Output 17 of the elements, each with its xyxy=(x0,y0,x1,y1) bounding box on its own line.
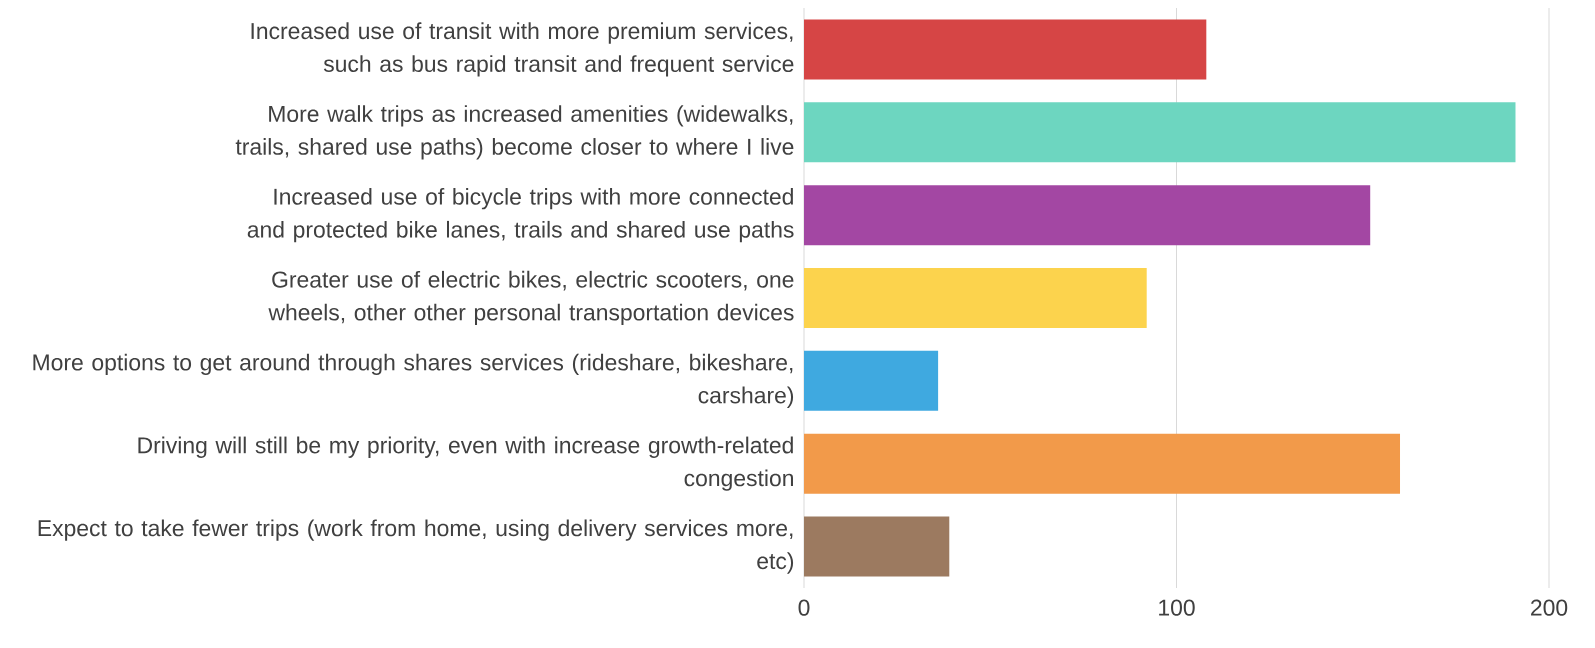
y-tick-label: Greater use of electric bikes, electric scooters, one wheels, other other personal transportation devices xyxy=(268,270,794,326)
bar xyxy=(804,185,1371,246)
x-tick-label: 0 xyxy=(798,599,810,616)
x-tick-label: 200 xyxy=(1531,599,1568,616)
y-tick-label: Increased use of bicycle trips with more connected and protected bike lanes, trails and shared use paths xyxy=(247,188,794,243)
x-tick-label: 100 xyxy=(1159,599,1195,616)
y-tick-label: Expect to take fewer trips (work from home, using delivery services more, etc) xyxy=(38,519,794,574)
bar xyxy=(804,102,1516,163)
bar xyxy=(804,433,1401,494)
bar xyxy=(804,19,1207,80)
y-tick-label: Increased use of transit with more premium services, such as bus rapid transit and frequent service xyxy=(251,22,794,77)
bar xyxy=(804,350,939,411)
y-tick-label: Driving will still be my priority, even with increase growth-related congestion xyxy=(138,436,793,491)
bar xyxy=(804,267,1147,328)
bar xyxy=(804,516,950,577)
y-tick-label: More options to get around through shares services (rideshare, bikeshare, carshare) xyxy=(33,353,794,408)
y-tick-label: More walk trips as increased amenities (widewalks, trails, shared use paths) become closer to where I live xyxy=(235,105,794,160)
